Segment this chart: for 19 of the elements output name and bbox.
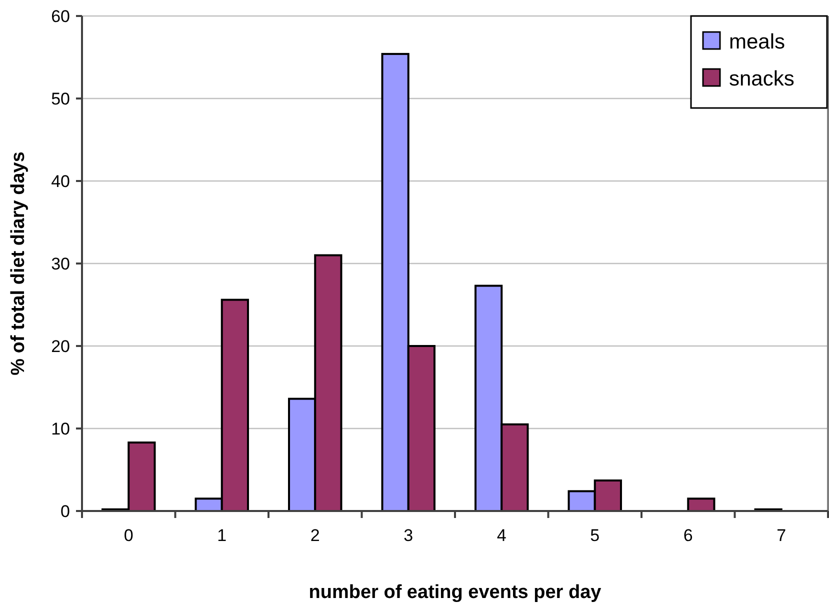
- y-tick-label: 20: [51, 336, 70, 356]
- x-tick-label: 6: [683, 526, 693, 545]
- y-tick-label: 0: [60, 502, 70, 521]
- legend-label: snacks: [729, 67, 794, 90]
- x-tick-label: 4: [496, 526, 506, 545]
- legend-label: meals: [729, 30, 786, 54]
- x-tick-label: 0: [124, 526, 134, 545]
- y-tick-label: 60: [51, 6, 70, 26]
- x-tick-label: 5: [590, 526, 600, 545]
- y-axis-title: % of total diet diary days: [8, 152, 29, 376]
- x-tick-label: 2: [310, 526, 320, 545]
- x-tick-label: 3: [404, 526, 414, 545]
- x-tick-label: 1: [217, 526, 227, 545]
- y-tick-label: 30: [51, 254, 70, 274]
- x-axis-title: number of eating events per day: [308, 582, 602, 603]
- y-tick-label: 50: [51, 89, 70, 108]
- x-tick-label: 7: [776, 526, 786, 545]
- y-tick-label: 10: [51, 419, 70, 438]
- y-tick-label: 40: [51, 172, 70, 191]
